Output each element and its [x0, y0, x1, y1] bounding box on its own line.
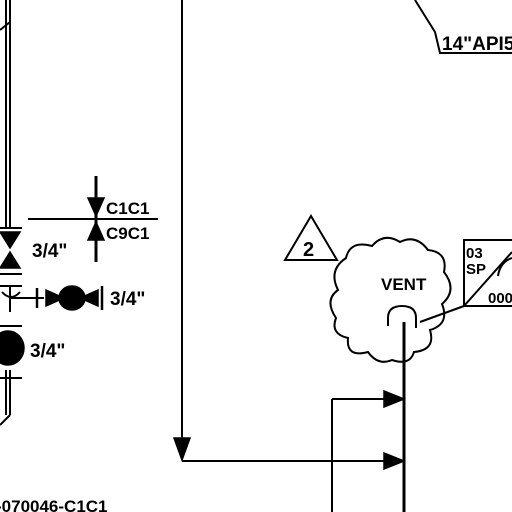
signal-arrow-right-icon [383, 451, 407, 471]
spec-lower-label: C9C1 [106, 224, 149, 243]
spec-break-arrow-up-icon [86, 220, 106, 241]
instrument-tag: 03 SP 000 [419, 239, 512, 323]
pipe-left-bottom [0, 414, 11, 426]
vent-gooseneck-icon [387, 304, 417, 328]
branch-valve-2: 3/4" [0, 285, 145, 312]
valve-1-upper-body-icon [0, 231, 22, 250]
valve-2-size-label: 3/4" [110, 289, 145, 310]
valve-3-size-label: 3/4" [30, 341, 65, 362]
spec-break-arrow-down-icon [86, 197, 106, 218]
valve-1-size-label: 3/4" [32, 241, 67, 262]
vent-label: VENT [381, 275, 427, 294]
tag-top-label: 03 [466, 245, 483, 262]
ball-valve-3: 3/4" [0, 325, 65, 379]
valve-2-left-body-icon [45, 288, 66, 308]
gate-valve-1: 3/4" [0, 227, 67, 275]
tag-box-diagonal [463, 251, 512, 307]
spec-break: C1C1 C9C1 [28, 176, 158, 262]
valve-1-lower-body-icon [0, 250, 22, 269]
feed-line [331, 389, 407, 512]
signal-line [172, 0, 407, 471]
tag-middle-label: SP [466, 261, 486, 278]
tag-bottom-label: 000 [488, 290, 512, 307]
pipe-left-curve [0, 21, 11, 31]
valve-2-right-body-icon [78, 288, 99, 308]
line-number-callout: 14"API5 [414, 0, 512, 55]
feed-arrow-right-icon [383, 389, 407, 409]
bottom-line-reference: -070046-C1C1 [0, 497, 108, 512]
revision-cloud [329, 236, 452, 363]
valve-3-body-icon [0, 330, 25, 366]
tag-partial-circle-icon [497, 257, 512, 277]
revision-triangle: 2 [283, 214, 339, 261]
revision-number: 2 [303, 239, 314, 261]
vent-stack [387, 304, 417, 512]
signal-arrow-down-icon [172, 437, 192, 463]
tag-leader [419, 305, 465, 323]
revision-triangle-icon [283, 214, 339, 261]
tag-box-outline [463, 239, 512, 307]
spec-upper-label: C1C1 [106, 199, 149, 218]
line-number-label: 14"API5 [442, 34, 512, 55]
leader-line [414, 0, 512, 54]
